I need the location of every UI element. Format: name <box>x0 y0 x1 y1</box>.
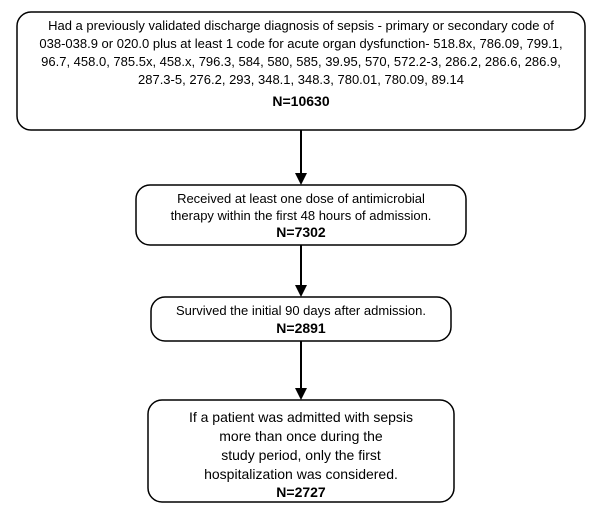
node-text-line: Received at least one dose of antimicrob… <box>177 191 425 206</box>
node-text-line: 038-038.9 or 020.0 plus at least 1 code … <box>39 36 562 51</box>
node-text-line: N=10630 <box>272 93 329 109</box>
node-text-line: 287.3-5, 276.2, 293, 348.1, 348.3, 780.0… <box>138 72 464 87</box>
flow-node-n4: If a patient was admitted with sepsis mor… <box>148 400 454 502</box>
node-text-line: N=2891 <box>276 320 326 336</box>
node-text-line: 96.7, 458.0, 785.5x, 458.x, 796.3, 584, … <box>41 54 561 69</box>
node-text-line: N=7302 <box>276 224 326 240</box>
node-text-line: therapy within the first 48 hours of adm… <box>171 208 432 223</box>
node-text-line: N=2727 <box>276 484 326 500</box>
node-text-line: more than once during the <box>219 428 383 444</box>
flow-node-n2: Received at least one dose of antimicrob… <box>136 185 466 245</box>
node-text-line: Had a previously validated discharge dia… <box>48 18 554 33</box>
node-text-line: hospitalization was considered. <box>204 466 398 482</box>
node-text-line: study period, only the first <box>221 447 381 463</box>
node-text-line: Survived the initial 90 days after admis… <box>176 303 426 318</box>
node-text-line: If a patient was admitted with sepsis <box>189 409 413 425</box>
flow-node-n1: Had a previously validated discharge dia… <box>17 12 585 130</box>
flow-node-n3: Survived the initial 90 days after admis… <box>151 297 451 341</box>
